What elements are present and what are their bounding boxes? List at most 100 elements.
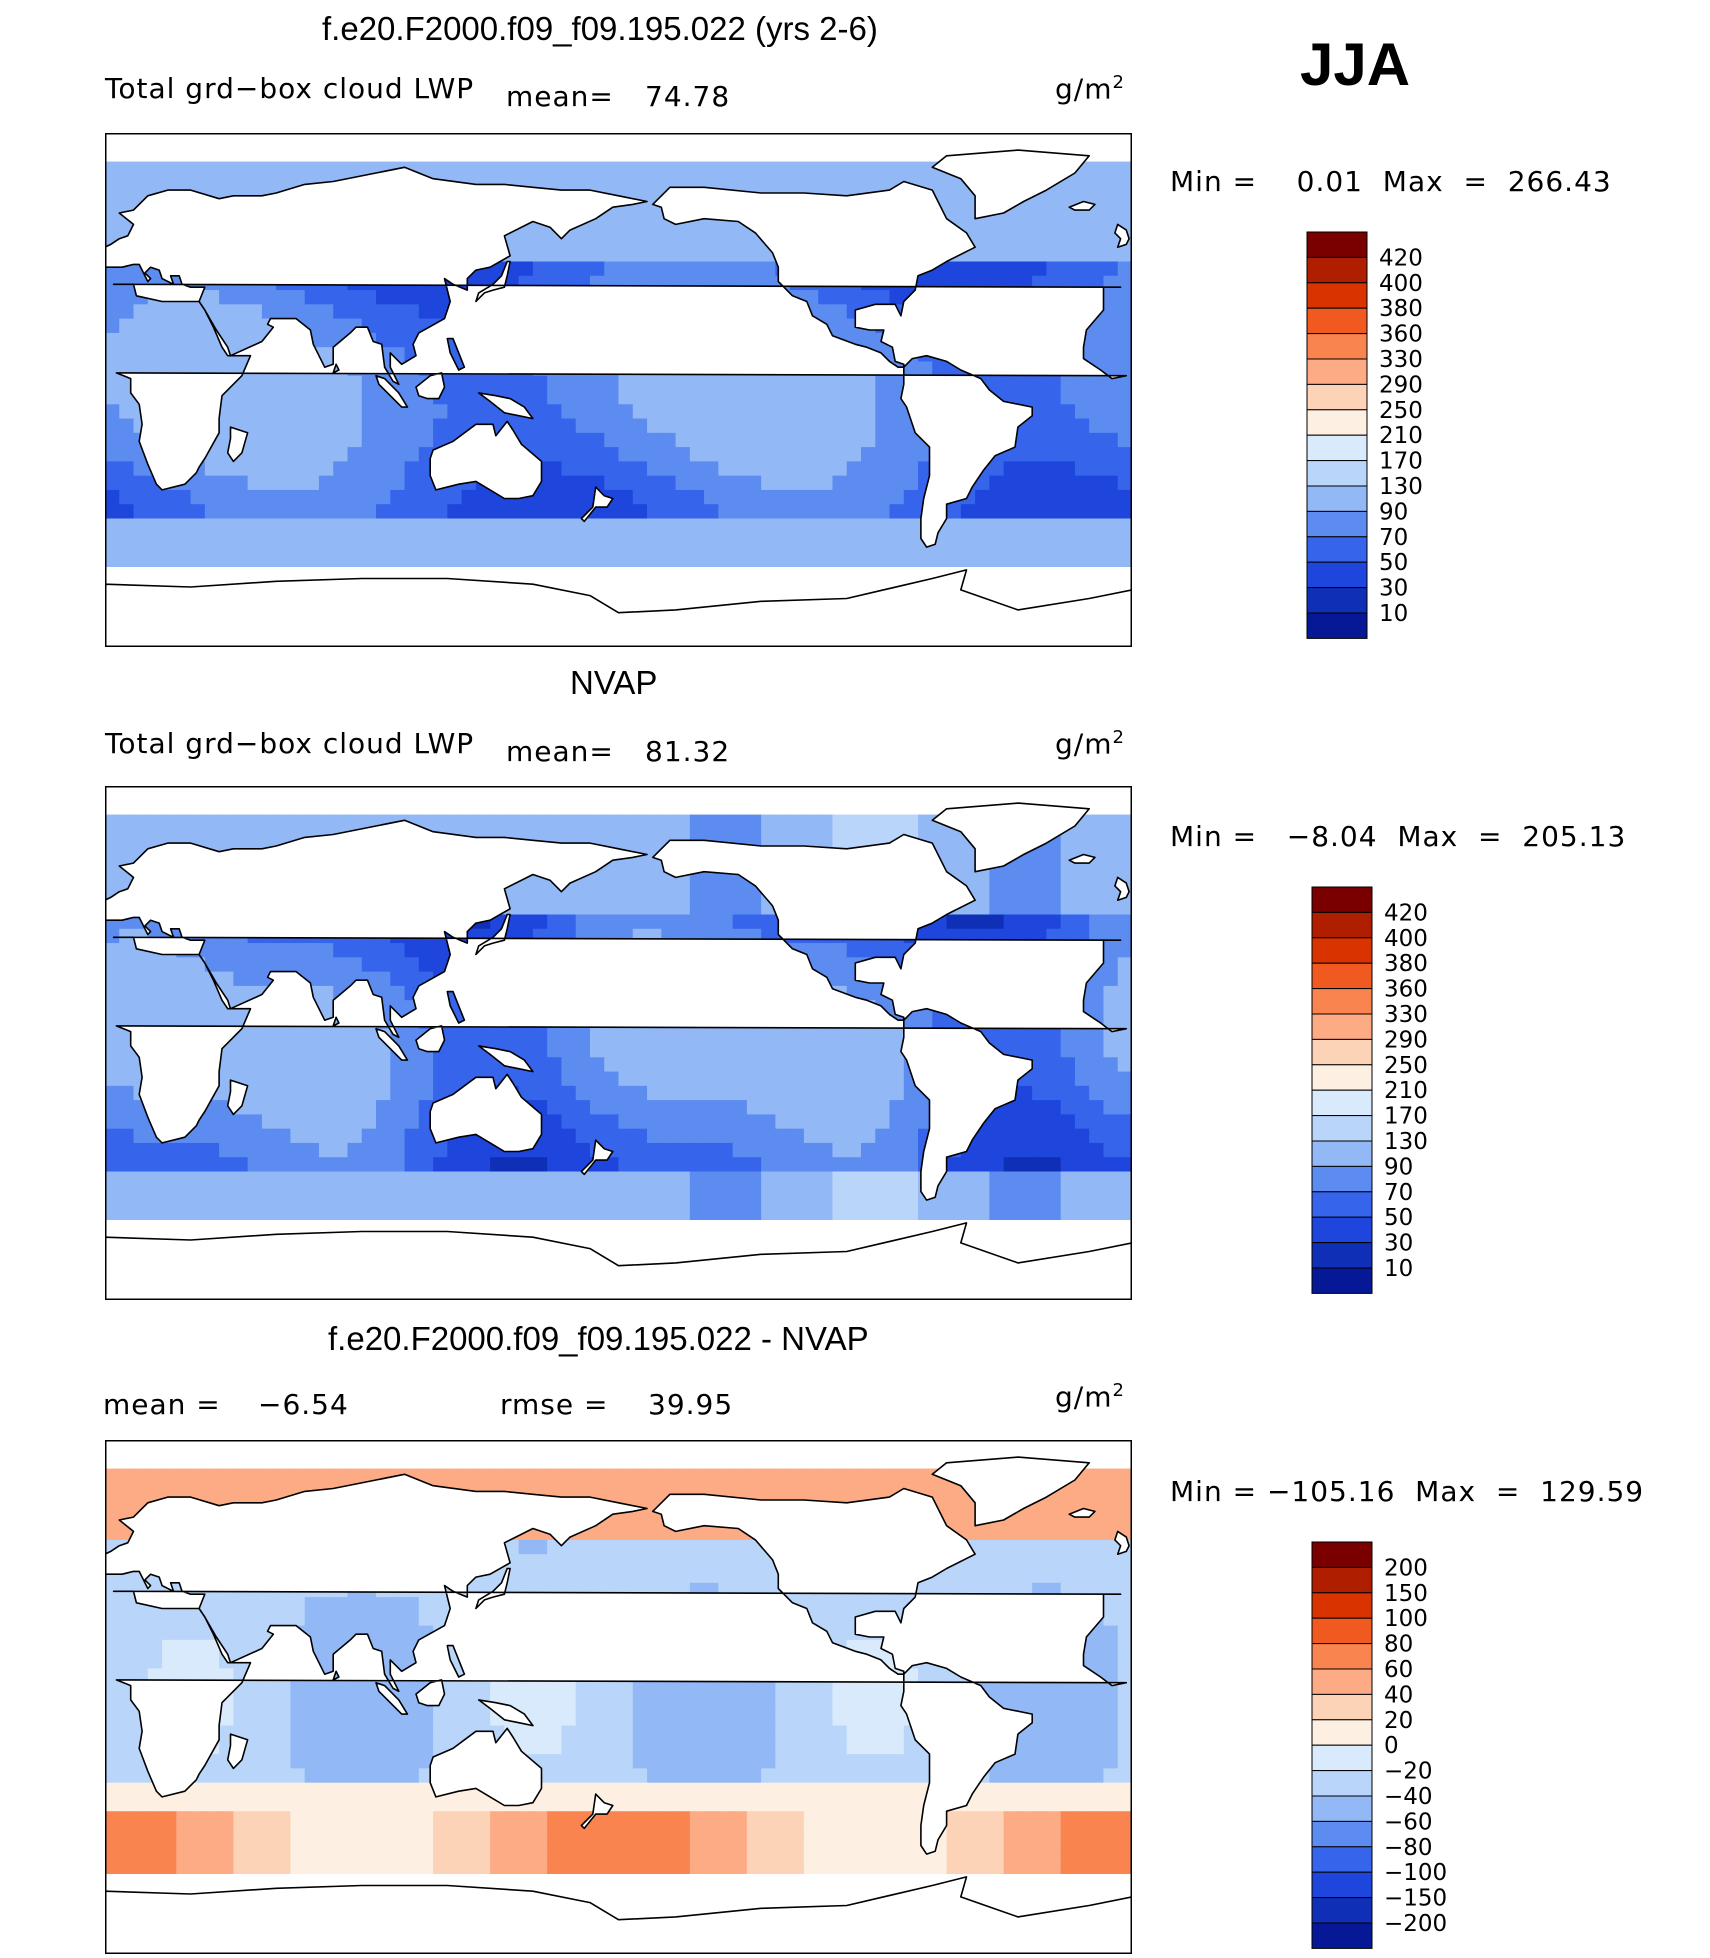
field-cell [718,1539,734,1555]
field-cell [304,290,320,305]
field-cell [1117,489,1132,505]
field-cell [247,561,263,568]
field-cell [532,404,548,420]
field-cell [761,1214,776,1221]
field-cell [875,1157,891,1173]
field-cell [376,447,391,462]
field-cell [789,432,805,448]
field-cell [618,1214,634,1221]
field-cell [461,404,477,420]
field-cell [589,1057,605,1073]
field-cell [105,204,120,220]
field-cell [318,1214,334,1221]
field-cell [718,461,734,477]
field-cell [647,232,662,248]
field-cell [561,1128,577,1144]
field-cell [732,561,748,568]
field-cell [1074,828,1090,844]
field-cell [376,957,391,973]
field-cell [761,1043,776,1058]
field-cell [290,1028,306,1044]
field-cell [1032,1185,1048,1201]
field-cell [860,1185,876,1201]
field-cell [803,418,819,434]
field-cell [147,1214,163,1221]
field-cell [575,900,591,916]
field-cell [433,814,448,830]
field-cell [589,1028,605,1044]
field-cell [119,985,135,1001]
field-cell [704,418,719,434]
field-cell [376,1214,391,1221]
colorbar-swatch [1306,383,1368,411]
field-cell [1017,547,1033,562]
field-cell [1074,1568,1090,1584]
field-cell [661,461,677,477]
field-cell [105,275,120,291]
field-cell [147,1468,163,1484]
field-cell [946,914,962,930]
field-cell [105,1043,120,1058]
field-cell [632,247,648,263]
field-cell [789,1057,805,1073]
field-cell [219,1128,234,1144]
field-cell [133,1142,149,1158]
field-cell [632,475,648,491]
field-cell [261,1157,277,1173]
field-cell [1117,1157,1132,1173]
field-cell [190,957,206,973]
field-cell [318,547,334,562]
field-cell [433,161,448,177]
field-cell [547,161,563,177]
field-cell [361,161,377,177]
field-cell [632,447,648,462]
field-cell [475,532,491,548]
field-cell [276,1597,292,1612]
field-cell [1032,871,1048,887]
field-cell [632,532,648,548]
field-cell [1060,432,1076,448]
field-cell [1017,1114,1033,1130]
field-cell [1032,1043,1048,1058]
field-cell [361,290,377,305]
field-cell [333,1100,349,1115]
panel-3-rmse-value: 39.95 [648,1388,734,1421]
field-cell [1060,447,1076,462]
field-cell [1103,1057,1119,1073]
field-cell [1103,957,1119,973]
field-cell [376,971,391,987]
field-cell [718,161,734,177]
field-cell [1117,928,1132,944]
field-cell [1074,1157,1090,1173]
field-cell [1032,532,1048,548]
field-cell [675,1028,691,1044]
field-cell [376,504,391,520]
field-cell [1046,375,1062,391]
field-cell [233,404,249,420]
field-cell [361,1214,377,1221]
field-cell [547,532,563,548]
field-cell [105,318,120,334]
field-cell [789,175,805,191]
field-cell [575,1171,591,1187]
field-cell [418,532,434,548]
field-cell [889,943,905,958]
field-cell [589,1100,605,1115]
field-cell [433,290,448,305]
field-cell [575,247,591,263]
field-cell [304,1157,320,1173]
field-cell [1060,1539,1076,1555]
field-cell [775,1128,791,1144]
field-cell [604,518,620,534]
field-cell [532,161,548,177]
field-cell [1060,1554,1076,1570]
field-cell [233,1482,249,1498]
field-cell [960,561,976,568]
field-cell [447,1157,463,1173]
field-cell [347,1085,363,1101]
field-cell [547,1057,563,1073]
field-cell [318,332,334,348]
field-cell [404,318,420,334]
field-cell [789,390,805,405]
field-cell [1089,1114,1105,1130]
